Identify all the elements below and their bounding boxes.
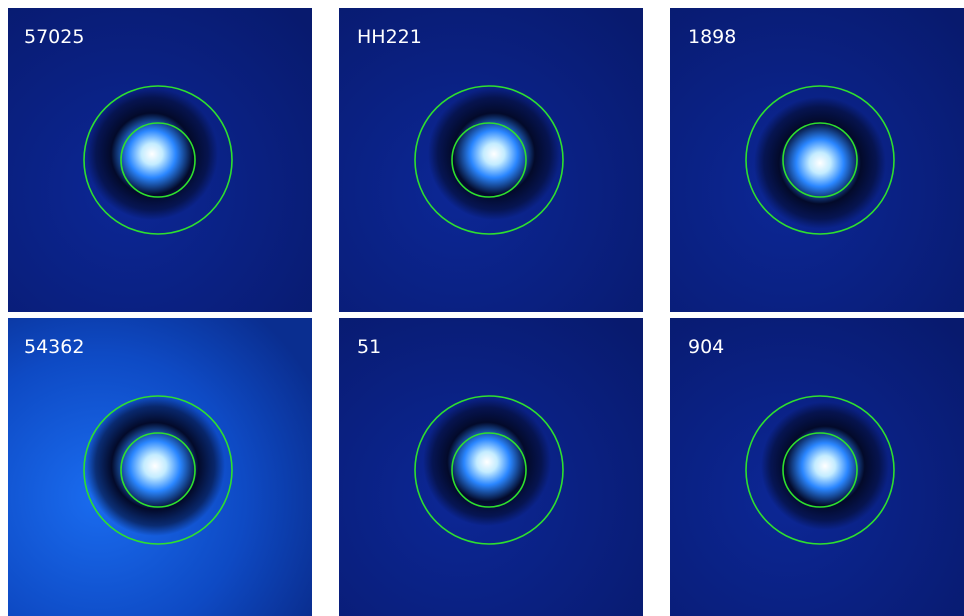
panel-label: HH221	[357, 26, 422, 48]
panel-label: 904	[688, 336, 724, 358]
panel-label: 1898	[688, 26, 736, 48]
panel: 57025	[8, 8, 312, 312]
panel: 1898	[670, 8, 964, 312]
panel: 904	[670, 318, 964, 616]
source	[754, 97, 886, 229]
panel: 51	[339, 318, 643, 616]
panel-label: 57025	[24, 26, 84, 48]
source	[428, 88, 560, 220]
panel-label: 54362	[24, 336, 84, 358]
figure: 57025 HH221 1898 54362 51 904	[0, 0, 964, 616]
panel: 54362	[8, 318, 312, 616]
source	[761, 402, 889, 530]
panel-label: 51	[357, 336, 381, 358]
panel: HH221	[339, 8, 643, 312]
